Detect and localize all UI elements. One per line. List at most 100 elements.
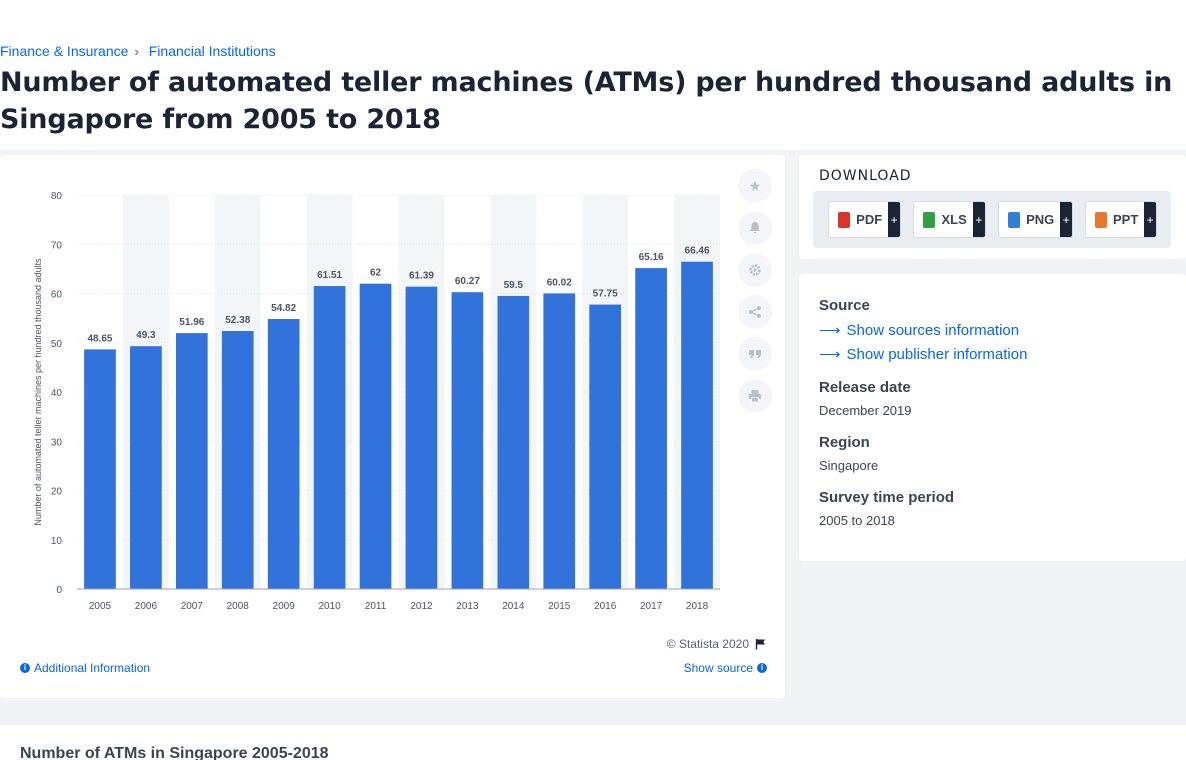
pdf-file-icon <box>838 211 851 228</box>
ppt-file-icon <box>1095 211 1108 228</box>
arrow-right-icon: ⟶ <box>819 322 841 339</box>
download-card: DOWNLOAD PDF + XLS + PNG + PPT + <box>799 155 1186 259</box>
download-xls-label: XLS <box>941 212 967 227</box>
additional-info-label: Additional Information <box>34 661 151 675</box>
bar-chart: 0 10 20 30 40 50 60 70 80 48.65 2005 49.3 2006 51.96 2… <box>33 191 720 612</box>
region-heading: Region <box>819 434 870 451</box>
arrow-right-icon: ⟶ <box>819 346 841 363</box>
data-label: 65.16 <box>639 252 664 263</box>
download-ppt-button[interactable]: PPT + <box>1085 201 1157 238</box>
bar <box>497 295 530 589</box>
bar <box>589 304 622 589</box>
related-statistic-card: Number of ATMs in Singapore 2005-2018 <box>0 725 1186 760</box>
additional-info-link[interactable]: i Additional Information <box>20 661 150 675</box>
x-tick-label: 2009 <box>273 601 296 612</box>
page-header-area <box>0 0 1186 150</box>
data-label: 60.27 <box>455 276 480 287</box>
data-label: 51.96 <box>179 317 204 328</box>
share-icon[interactable] <box>738 295 772 329</box>
data-label: 54.82 <box>271 303 296 314</box>
y-tick-label: 10 <box>51 536 63 547</box>
y-tick-label: 70 <box>51 240 63 251</box>
bar <box>543 293 576 589</box>
x-tick-label: 2007 <box>181 601 204 612</box>
bar <box>681 261 713 589</box>
download-pdf-label: PDF <box>856 212 883 227</box>
bar <box>313 286 346 589</box>
bar <box>130 346 162 589</box>
bar <box>635 268 667 589</box>
download-ppt-label: PPT <box>1113 212 1139 227</box>
bar <box>359 283 392 589</box>
y-tick-label: 50 <box>51 339 63 350</box>
download-pdf-button[interactable]: PDF + <box>828 201 901 238</box>
data-label: 49.3 <box>136 330 156 341</box>
credit-text: © Statista 2020 <box>666 637 749 651</box>
x-tick-label: 2015 <box>548 601 571 612</box>
download-png-button[interactable]: PNG + <box>998 201 1073 238</box>
breadcrumb-link-finance[interactable]: Finance & Insurance <box>0 43 129 59</box>
x-tick-label: 2016 <box>594 601 617 612</box>
show-publisher-label: Show publisher information <box>846 345 1028 363</box>
data-label: 59.5 <box>504 280 524 291</box>
show-sources-link[interactable]: ⟶ Show sources information <box>819 321 1020 340</box>
data-label: 61.51 <box>317 270 342 281</box>
data-label: 48.65 <box>87 333 112 344</box>
download-xls-button[interactable]: XLS + <box>913 201 986 238</box>
data-label: 62 <box>370 268 382 279</box>
download-buttons: PDF + XLS + PNG + PPT + <box>813 191 1171 248</box>
x-tick-label: 2005 <box>89 601 112 612</box>
data-label: 52.38 <box>225 315 250 326</box>
x-tick-label: 2018 <box>686 601 709 612</box>
x-tick-label: 2010 <box>318 601 341 612</box>
survey-period-value: 2005 to 2018 <box>819 513 895 528</box>
bar <box>175 333 208 589</box>
gear-icon[interactable] <box>738 253 772 287</box>
bell-icon[interactable] <box>738 211 772 245</box>
show-publisher-link[interactable]: ⟶ Show publisher information <box>819 345 1028 364</box>
y-tick-label: 30 <box>51 437 63 448</box>
download-title: DOWNLOAD <box>819 168 912 184</box>
y-tick-label: 40 <box>51 388 63 399</box>
info-icon: i <box>757 663 767 673</box>
x-tick-label: 2012 <box>410 601 433 612</box>
star-icon[interactable]: ★ <box>738 169 772 203</box>
x-tick-label: 2017 <box>640 601 663 612</box>
xls-file-icon <box>923 211 936 228</box>
chevron-right-icon: › <box>134 43 139 59</box>
y-axis-label: Number of automated teller machines per … <box>33 258 43 526</box>
plus-icon: + <box>1060 202 1072 237</box>
x-tick-label: 2006 <box>135 601 158 612</box>
breadcrumb-link-financial-institutions[interactable]: Financial Institutions <box>148 43 276 59</box>
flag-icon[interactable] <box>755 638 767 650</box>
quote-icon[interactable] <box>738 337 772 371</box>
plus-icon: + <box>972 202 985 237</box>
source-heading: Source <box>819 297 870 314</box>
show-source-label: Show source <box>683 661 753 675</box>
breadcrumb: Finance & Insurance › Financial Institut… <box>0 43 276 59</box>
download-png-label: PNG <box>1026 212 1055 227</box>
print-icon[interactable] <box>738 379 772 413</box>
x-tick-label: 2011 <box>365 601 387 612</box>
page-title: Number of automated teller machines (ATM… <box>0 67 1173 135</box>
y-tick-label: 80 <box>51 191 63 202</box>
data-label: 60.02 <box>547 277 572 288</box>
show-source-link[interactable]: Show source i <box>684 661 767 675</box>
chart-card: 0 10 20 30 40 50 60 70 80 48.65 2005 49.3 2006 51.96 2… <box>0 155 785 698</box>
region-value: Singapore <box>819 458 879 473</box>
data-label: 66.46 <box>685 246 710 257</box>
bar <box>451 292 484 589</box>
bar <box>221 331 254 589</box>
related-statistic-title[interactable]: Number of ATMs in Singapore 2005-2018 <box>20 745 329 760</box>
plus-icon: + <box>1144 202 1156 237</box>
plus-icon: + <box>888 202 900 237</box>
x-tick-label: 2013 <box>456 601 479 612</box>
survey-period-heading: Survey time period <box>819 489 955 506</box>
bar <box>405 286 438 589</box>
data-label: 57.75 <box>593 289 618 300</box>
chart-toolbar: ★ <box>738 169 772 413</box>
y-tick-label: 0 <box>56 585 62 596</box>
release-date-heading: Release date <box>819 379 911 396</box>
show-sources-label: Show sources information <box>846 321 1020 339</box>
info-icon: i <box>20 663 30 673</box>
